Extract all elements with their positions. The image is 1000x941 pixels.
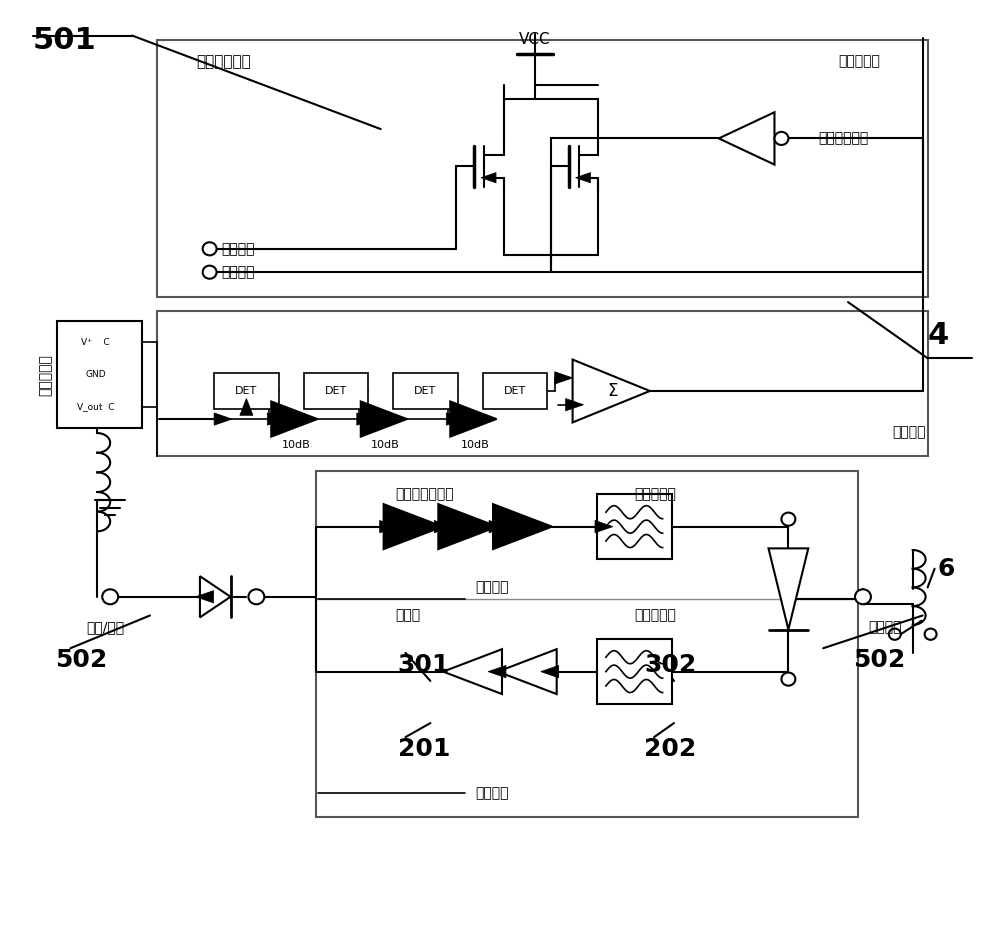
Polygon shape bbox=[200, 576, 231, 617]
Polygon shape bbox=[267, 413, 285, 425]
Bar bbox=[597, 639, 672, 705]
Bar bbox=[214, 374, 279, 408]
Text: 发射控制: 发射控制 bbox=[222, 265, 255, 279]
Bar bbox=[157, 40, 928, 297]
Text: 发射控制: 发射控制 bbox=[475, 581, 509, 595]
Polygon shape bbox=[498, 649, 557, 694]
Circle shape bbox=[203, 265, 217, 279]
Circle shape bbox=[774, 132, 788, 145]
Polygon shape bbox=[555, 372, 573, 384]
Polygon shape bbox=[488, 665, 506, 678]
Polygon shape bbox=[489, 520, 507, 533]
Circle shape bbox=[781, 673, 795, 686]
Text: 低噪放: 低噪放 bbox=[396, 609, 421, 623]
Text: 201: 201 bbox=[398, 737, 450, 761]
Text: 射频监测输入: 射频监测输入 bbox=[818, 132, 868, 146]
Text: DET: DET bbox=[235, 386, 258, 396]
Text: 电平转换电路: 电平转换电路 bbox=[197, 55, 251, 70]
Text: 6: 6 bbox=[938, 557, 955, 581]
Text: 防击穿电路: 防击穿电路 bbox=[838, 55, 880, 69]
Bar bbox=[393, 374, 458, 408]
Text: 10dB: 10dB bbox=[371, 440, 400, 450]
Text: 502: 502 bbox=[55, 648, 108, 672]
Polygon shape bbox=[769, 549, 808, 630]
Text: 监测电路: 监测电路 bbox=[892, 425, 926, 439]
Polygon shape bbox=[576, 172, 590, 183]
Circle shape bbox=[203, 242, 217, 255]
Text: 天线端口: 天线端口 bbox=[868, 620, 901, 634]
Text: 302: 302 bbox=[644, 653, 696, 677]
Circle shape bbox=[855, 589, 871, 604]
Bar bbox=[483, 374, 547, 408]
Polygon shape bbox=[380, 520, 398, 533]
Text: 10dB: 10dB bbox=[282, 440, 311, 450]
Text: 电压转换器: 电压转换器 bbox=[39, 354, 53, 395]
Text: DET: DET bbox=[414, 386, 437, 396]
Bar bbox=[157, 311, 928, 456]
Polygon shape bbox=[573, 359, 650, 423]
Polygon shape bbox=[196, 591, 214, 603]
Circle shape bbox=[781, 513, 795, 526]
Text: 接收滤波器: 接收滤波器 bbox=[634, 609, 676, 623]
Circle shape bbox=[248, 589, 264, 604]
Circle shape bbox=[925, 629, 937, 640]
Text: 501: 501 bbox=[33, 26, 96, 56]
Polygon shape bbox=[271, 402, 317, 437]
Polygon shape bbox=[361, 402, 407, 437]
Bar bbox=[597, 494, 672, 559]
Text: 10dB: 10dB bbox=[461, 440, 490, 450]
Text: 宽带功率放大器: 宽带功率放大器 bbox=[396, 487, 454, 502]
Text: V_out  C: V_out C bbox=[77, 403, 114, 411]
Circle shape bbox=[102, 589, 118, 604]
Bar bbox=[304, 374, 368, 408]
Text: 301: 301 bbox=[398, 653, 450, 677]
Text: DET: DET bbox=[325, 386, 347, 396]
Polygon shape bbox=[481, 172, 496, 183]
Polygon shape bbox=[566, 399, 584, 411]
Bar bbox=[316, 470, 858, 817]
Polygon shape bbox=[438, 504, 497, 550]
Polygon shape bbox=[214, 413, 232, 425]
Text: $\Sigma$: $\Sigma$ bbox=[607, 382, 618, 400]
Text: GND: GND bbox=[85, 370, 106, 379]
Text: 发射滤波器: 发射滤波器 bbox=[634, 487, 676, 502]
Polygon shape bbox=[719, 112, 774, 165]
Text: 502: 502 bbox=[853, 648, 905, 672]
Polygon shape bbox=[443, 649, 502, 694]
Text: 接收控制: 接收控制 bbox=[222, 242, 255, 256]
Polygon shape bbox=[446, 413, 464, 425]
Text: VCC: VCC bbox=[519, 32, 551, 47]
Text: DET: DET bbox=[504, 386, 526, 396]
Polygon shape bbox=[493, 504, 552, 550]
Text: V⁺    C: V⁺ C bbox=[81, 338, 110, 347]
Text: 4: 4 bbox=[928, 321, 949, 350]
Polygon shape bbox=[434, 520, 452, 533]
Text: 输入/输出: 输入/输出 bbox=[86, 620, 124, 634]
Bar bbox=[57, 321, 142, 428]
Polygon shape bbox=[541, 665, 559, 678]
Text: 接收控制: 接收控制 bbox=[475, 787, 509, 800]
Polygon shape bbox=[384, 504, 443, 550]
Polygon shape bbox=[450, 402, 496, 437]
Polygon shape bbox=[357, 413, 375, 425]
Circle shape bbox=[889, 629, 901, 640]
Text: 202: 202 bbox=[644, 737, 696, 761]
Polygon shape bbox=[595, 520, 613, 533]
Polygon shape bbox=[240, 398, 253, 415]
